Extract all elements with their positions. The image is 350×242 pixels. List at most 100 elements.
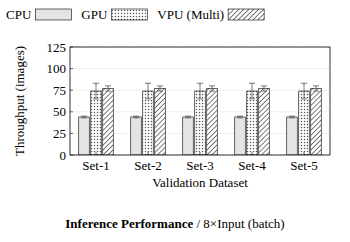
x-tick-label: Set-2 bbox=[134, 158, 161, 173]
error-bar bbox=[133, 116, 139, 118]
x-tick bbox=[304, 152, 305, 155]
error-stem bbox=[148, 83, 149, 99]
error-cap bbox=[185, 116, 191, 117]
error-cap bbox=[261, 85, 267, 86]
error-stem bbox=[160, 86, 161, 91]
error-bar bbox=[261, 86, 267, 91]
x-tick bbox=[96, 152, 97, 155]
chart: 0255075100125Set-1Set-2Set-3Set-4Set-5Va… bbox=[0, 0, 350, 242]
plot-frame bbox=[70, 47, 330, 155]
error-stem bbox=[200, 83, 201, 99]
title-line: Inference Performance / 8×Input (batch) bbox=[65, 216, 284, 231]
bar bbox=[287, 117, 298, 155]
error-bar bbox=[209, 86, 215, 91]
legend-swatch bbox=[111, 9, 147, 20]
error-stem bbox=[264, 86, 265, 91]
error-cap bbox=[93, 98, 99, 99]
error-bar bbox=[185, 116, 191, 118]
legend-swatch bbox=[35, 9, 71, 20]
y-tick bbox=[70, 68, 73, 69]
error-cap bbox=[157, 85, 163, 86]
error-bar bbox=[197, 83, 203, 99]
error-stem bbox=[316, 86, 317, 91]
x-tick bbox=[200, 152, 201, 155]
error-bar bbox=[249, 83, 255, 99]
error-bar bbox=[237, 116, 243, 118]
bar bbox=[91, 91, 102, 155]
legend-label: GPU bbox=[81, 7, 108, 22]
error-cap bbox=[105, 91, 111, 92]
bar bbox=[143, 91, 154, 155]
bar bbox=[259, 88, 270, 155]
error-stem bbox=[304, 83, 305, 99]
bar bbox=[235, 117, 246, 155]
x-tick-label: Set-3 bbox=[186, 158, 213, 173]
x-tick-label: Set-5 bbox=[290, 158, 317, 173]
bar bbox=[183, 117, 194, 155]
error-stem bbox=[252, 83, 253, 99]
x-tick bbox=[252, 152, 253, 155]
grid-line bbox=[70, 68, 330, 69]
error-cap bbox=[133, 116, 139, 117]
bar bbox=[207, 88, 218, 155]
bar bbox=[311, 88, 322, 155]
y-tick bbox=[70, 90, 73, 91]
error-cap bbox=[133, 117, 139, 118]
y-tick-label: 25 bbox=[53, 126, 66, 141]
error-cap bbox=[93, 83, 99, 84]
error-cap bbox=[209, 85, 215, 86]
bar bbox=[131, 117, 142, 155]
y-tick-label: 75 bbox=[53, 83, 66, 98]
bar bbox=[195, 91, 206, 155]
error-cap bbox=[301, 83, 307, 84]
legend-swatch bbox=[228, 9, 264, 20]
error-cap bbox=[81, 116, 87, 117]
error-cap bbox=[249, 83, 255, 84]
error-cap bbox=[145, 98, 151, 99]
error-cap bbox=[301, 98, 307, 99]
x-tick bbox=[148, 152, 149, 155]
x-tick-label: Set-4 bbox=[238, 158, 266, 173]
error-bar bbox=[313, 86, 319, 91]
legend-label: VPU (Multi) bbox=[157, 7, 224, 22]
error-cap bbox=[197, 83, 203, 84]
error-bar bbox=[145, 83, 151, 99]
bar bbox=[155, 88, 166, 155]
error-bars bbox=[81, 83, 319, 118]
bar bbox=[247, 91, 258, 155]
subtitle: / 8×Input (batch) bbox=[193, 216, 284, 231]
bar bbox=[299, 91, 310, 155]
error-cap bbox=[145, 83, 151, 84]
error-cap bbox=[185, 117, 191, 118]
x-tick-label: Set-1 bbox=[82, 158, 109, 173]
bar bbox=[103, 88, 114, 155]
error-cap bbox=[289, 116, 295, 117]
y-axis-label: Throughput (images) bbox=[12, 46, 27, 156]
y-tick bbox=[70, 133, 73, 134]
error-bar bbox=[105, 86, 111, 91]
error-cap bbox=[209, 91, 215, 92]
y-tick-label: 100 bbox=[47, 61, 67, 76]
error-bar bbox=[93, 83, 99, 99]
error-cap bbox=[197, 98, 203, 99]
error-cap bbox=[289, 117, 295, 118]
error-cap bbox=[237, 117, 243, 118]
x-axis-label: Validation Dataset bbox=[152, 175, 248, 190]
bars bbox=[79, 88, 322, 155]
error-cap bbox=[81, 117, 87, 118]
error-stem bbox=[212, 86, 213, 91]
error-cap bbox=[313, 85, 319, 86]
error-bar bbox=[157, 86, 163, 91]
legend: CPUGPUVPU (Multi) bbox=[6, 7, 264, 22]
error-cap bbox=[105, 85, 111, 86]
title: Inference Performance bbox=[65, 216, 193, 231]
error-cap bbox=[249, 98, 255, 99]
error-cap bbox=[313, 91, 319, 92]
error-stem bbox=[108, 86, 109, 91]
error-bar bbox=[81, 116, 87, 118]
y-tick-label: 125 bbox=[47, 40, 67, 55]
y-tick-label: 0 bbox=[60, 148, 67, 163]
error-cap bbox=[237, 116, 243, 117]
error-cap bbox=[157, 91, 163, 92]
bar bbox=[79, 117, 90, 155]
